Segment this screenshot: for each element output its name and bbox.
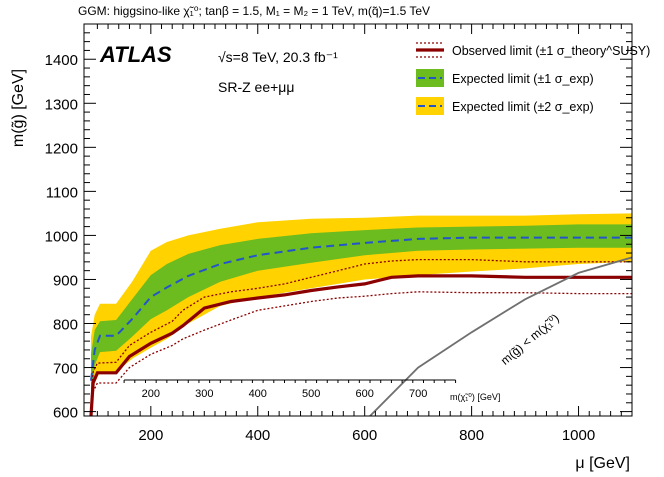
y-tick-label: 1300	[45, 96, 78, 113]
secondary-tick-label: 200	[142, 388, 160, 400]
x-axis-label: μ [GeV]	[575, 455, 630, 472]
y-tick-label: 700	[53, 361, 78, 378]
observed-theory-up-line	[90, 258, 632, 406]
legend-label: Expected limit (±1 σ_exp)	[452, 72, 594, 86]
x-tick-label: 200	[138, 427, 163, 444]
y-tick-label: 1200	[45, 140, 78, 157]
y-tick-label: 1400	[45, 52, 78, 69]
kinematic-line-label: m(g̃) < m(χ̃₁⁰)	[498, 311, 562, 368]
y-tick-label: 600	[53, 405, 78, 422]
expected-limit-line	[90, 236, 632, 381]
legend-label: Expected limit (±2 σ_exp)	[452, 100, 594, 114]
x-tick-label: 1000	[562, 427, 595, 444]
legend: Observed limit (±1 σ_theory^SUSY) Expecte…	[416, 42, 650, 115]
x-tick-label: 800	[459, 427, 484, 444]
secondary-tick-label: 300	[195, 388, 213, 400]
y-tick-label: 900	[53, 272, 78, 289]
y-tick-label: 1100	[46, 184, 78, 201]
y-axis-label: m(g̃) [GeV]	[10, 69, 27, 147]
secondary-tick-label: 500	[302, 388, 320, 400]
x-tick-label: 400	[245, 427, 270, 444]
y-tick-label: 1000	[45, 228, 78, 245]
x-tick-label: 600	[352, 427, 377, 444]
band-1sigma	[91, 224, 632, 403]
secondary-tick-label: 400	[249, 388, 267, 400]
secondary-tick-label: 700	[409, 388, 427, 400]
secondary-axis-label: m(χ̃₁⁰) [GeV]	[450, 392, 500, 402]
x-axis: 200 400 600 800 1000	[96, 24, 633, 444]
secondary-tick-label: 600	[356, 388, 374, 400]
y-tick-label: 800	[53, 317, 78, 334]
kinematic-boundary-line	[369, 256, 632, 416]
legend-label: Observed limit (±1 σ_theory^SUSY)	[452, 44, 650, 58]
plot-area	[89, 213, 632, 416]
energy-label: √s=8 TeV, 20.3 fb⁻¹	[218, 49, 338, 65]
atlas-label: ATLAS	[99, 42, 172, 67]
plot-frame	[83, 23, 633, 417]
region-label: SR-Z ee+μμ	[218, 79, 294, 95]
secondary-x-axis: 200 300 400 500 600 700	[123, 379, 457, 400]
header-text: GGM: higgsino-like χ̃₁⁰; tanβ = 1.5, M₁ …	[78, 4, 430, 18]
y-axis: 600 700 800 900 1000 1100 1200 1300 1400	[45, 23, 632, 422]
observed-limit-line	[89, 274, 632, 416]
